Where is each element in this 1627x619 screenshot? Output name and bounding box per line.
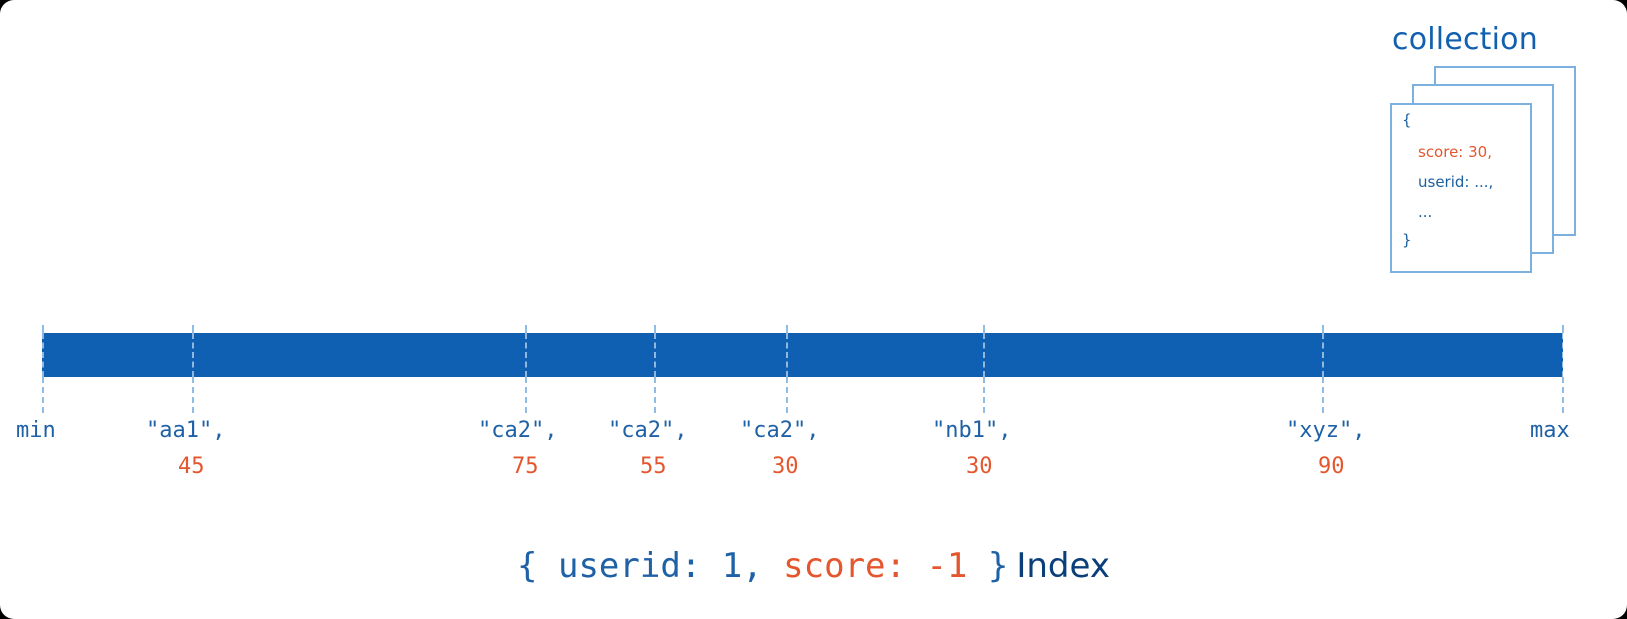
index-tick-bot — [192, 377, 194, 413]
entry-key: "ca2", — [608, 418, 688, 443]
index-tick-in — [786, 333, 788, 377]
index-tick-in — [192, 333, 194, 377]
entry-key: "ca2", — [740, 418, 820, 443]
entry-score: 30 — [966, 454, 993, 479]
index-tick-bot — [654, 377, 656, 413]
collection-title: collection — [1392, 22, 1538, 57]
index-tick-top — [786, 325, 788, 333]
index-tick-bot — [525, 377, 527, 413]
index-tick-in — [1562, 333, 1564, 377]
index-tick-in — [654, 333, 656, 377]
entry-key: "xyz", — [1286, 418, 1366, 443]
doc-open-brace: { — [1402, 111, 1412, 129]
index-tick-top — [1322, 325, 1324, 333]
entry-score: 75 — [512, 454, 539, 479]
caption-close-brace: } — [987, 546, 1009, 586]
entry-score: 90 — [1318, 454, 1345, 479]
entry-key: "ca2", — [478, 418, 558, 443]
entry-score: 55 — [640, 454, 667, 479]
index-tick-top — [42, 325, 44, 333]
index-tick-in — [1322, 333, 1324, 377]
index-min-label: min — [16, 418, 56, 443]
caption-userid-part: { userid: 1, — [517, 546, 763, 586]
index-tick-bot — [786, 377, 788, 413]
index-caption: { userid: 1, score: -1 } Index — [0, 546, 1627, 586]
doc-userid-line: userid: ..., — [1418, 173, 1494, 191]
doc-ellipsis-line: ... — [1418, 203, 1433, 221]
index-tick-top — [1562, 325, 1564, 333]
index-tick-top — [983, 325, 985, 333]
index-tick-top — [525, 325, 527, 333]
index-bar — [42, 333, 1563, 377]
caption-score-part: score: -1 — [783, 546, 968, 586]
index-tick-bot — [983, 377, 985, 413]
index-max-label: max — [1530, 418, 1570, 443]
index-tick-bot — [1562, 377, 1564, 413]
entry-score: 30 — [772, 454, 799, 479]
index-tick-bot — [1322, 377, 1324, 413]
index-tick-top — [654, 325, 656, 333]
doc-score-line: score: 30, — [1418, 143, 1492, 161]
index-tick-in — [42, 333, 44, 377]
caption-index-word: Index — [1016, 546, 1110, 586]
index-tick-in — [983, 333, 985, 377]
entry-key: "nb1", — [932, 418, 1012, 443]
index-tick-in — [525, 333, 527, 377]
entry-score: 45 — [178, 454, 205, 479]
index-tick-top — [192, 325, 194, 333]
doc-close-brace: } — [1402, 231, 1412, 249]
document-card-front: { score: 30, userid: ..., ... } — [1390, 103, 1532, 273]
entry-key: "aa1", — [146, 418, 226, 443]
index-tick-bot — [42, 377, 44, 413]
